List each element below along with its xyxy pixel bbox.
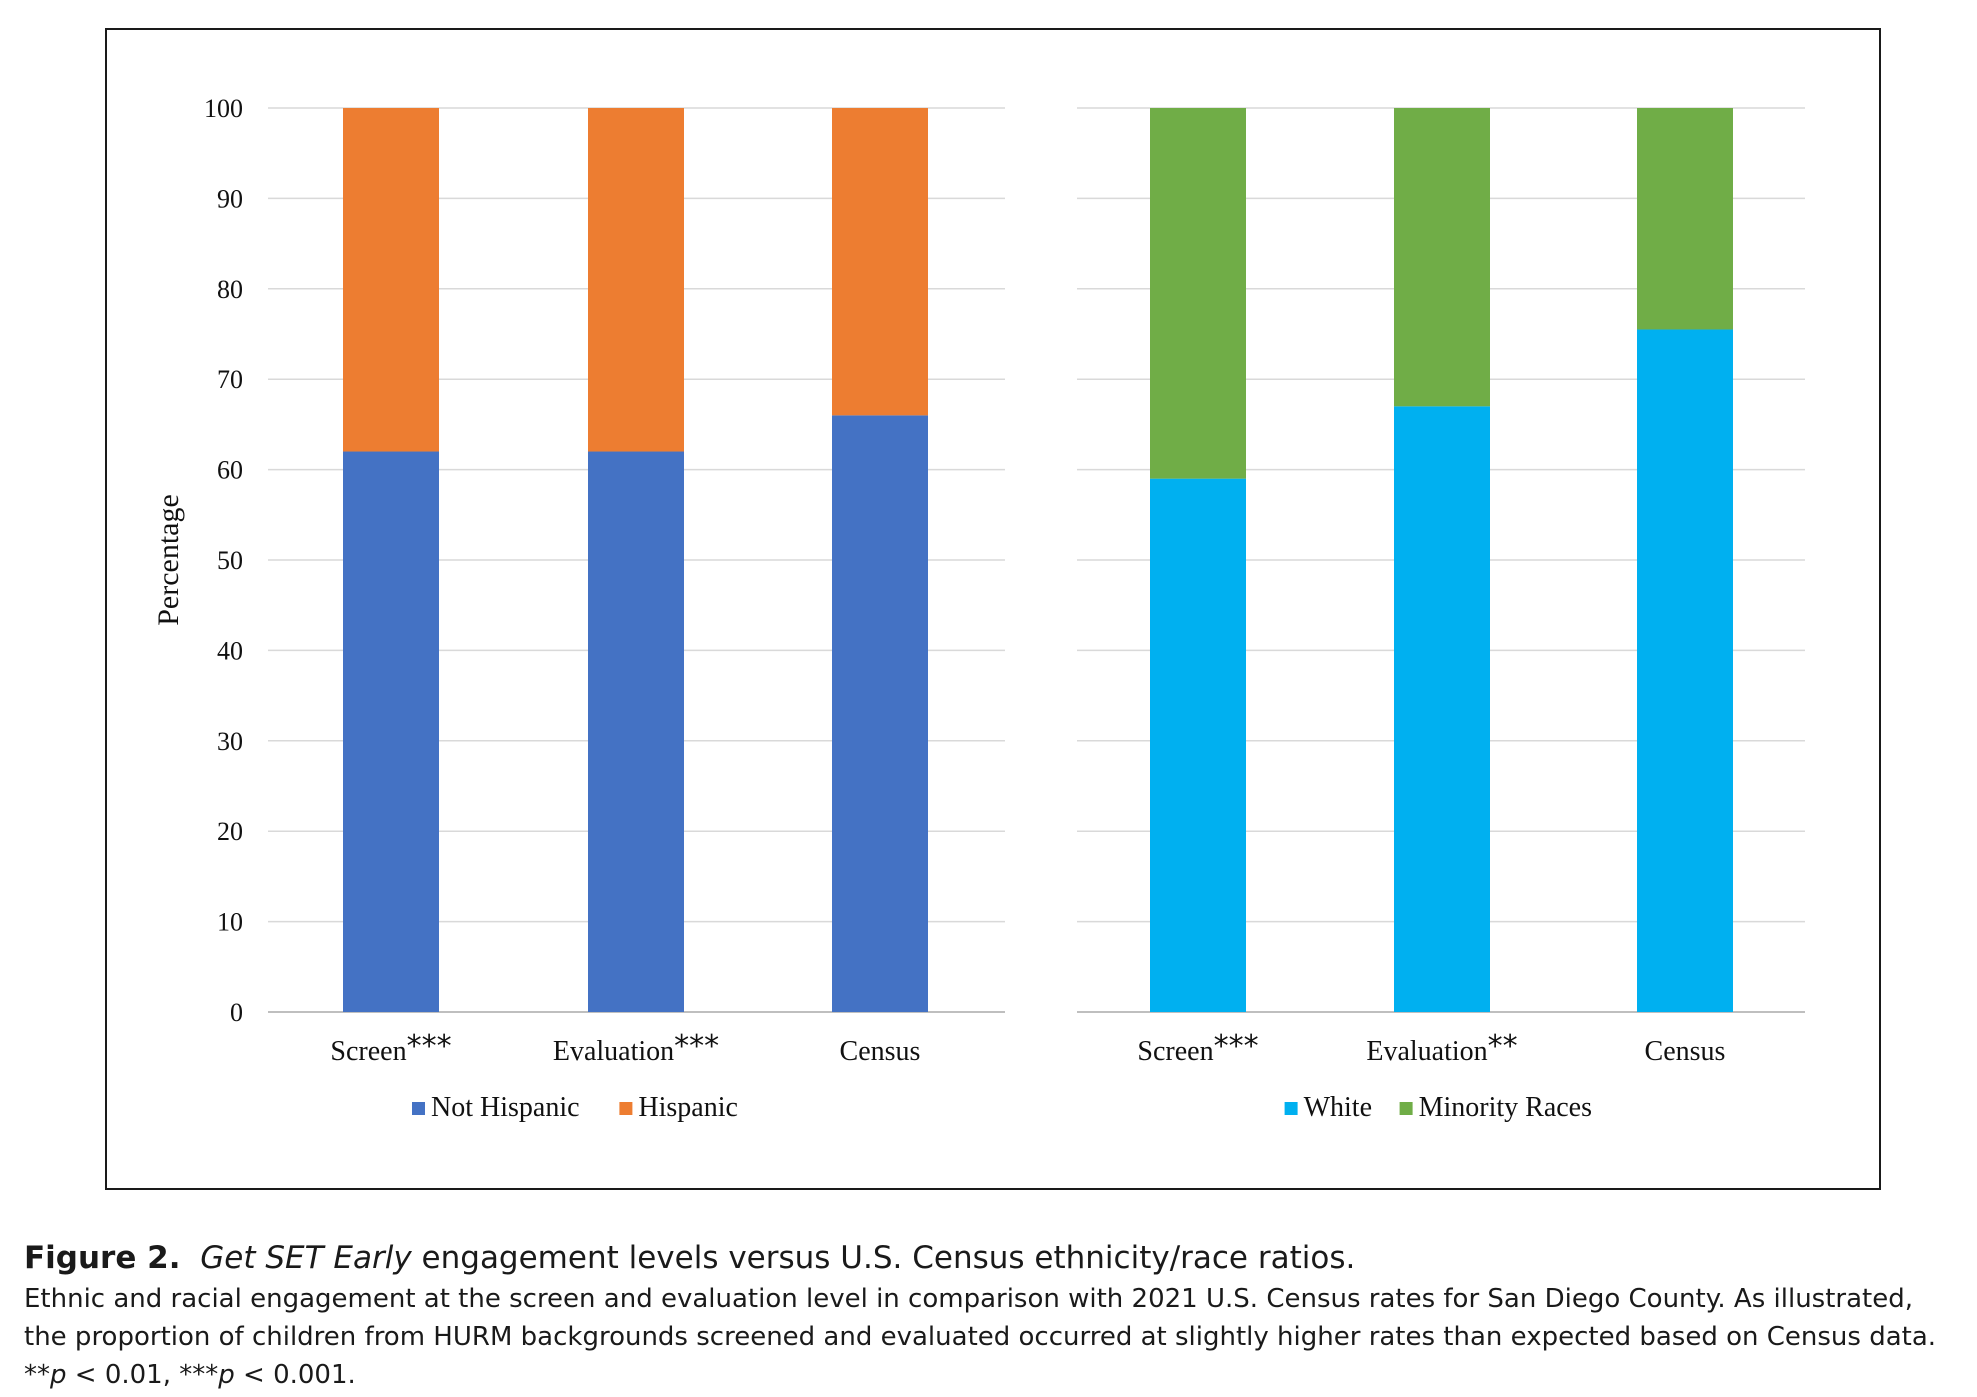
x-tick-label: Census — [840, 1036, 921, 1067]
y-tick-label: 100 — [204, 94, 243, 123]
significance-marker: *** — [674, 1029, 719, 1064]
note-2-rest: < 0.001. — [234, 1360, 356, 1390]
significance-marker: *** — [407, 1029, 452, 1064]
caption-title-rest: engagement levels versus U.S. Census eth… — [411, 1240, 1356, 1276]
significance-marker: *** — [1214, 1029, 1259, 1064]
legend-label: Minority Races — [1419, 1092, 1592, 1123]
x-tick-label: Census — [1645, 1036, 1726, 1067]
y-tick-label: 40 — [217, 636, 243, 665]
caption-significance-note: **p < 0.01, ***p < 0.001. — [24, 1356, 1959, 1394]
note-1-p: p — [50, 1360, 67, 1390]
y-axis-label: Percentage — [152, 494, 185, 626]
bar-hispanic-screen — [343, 108, 439, 452]
caption-body-text: Ethnic and racial engagement at the scre… — [24, 1284, 1937, 1352]
legend-label: Not Hispanic — [431, 1092, 580, 1123]
bar-minority-races-evaluation — [1394, 108, 1490, 407]
bar-hispanic-evaluation — [588, 108, 684, 452]
bar-not-hispanic-screen — [343, 451, 439, 1012]
legend-swatch-minority-races — [1399, 1102, 1413, 1115]
caption-body: Ethnic and racial engagement at the scre… — [24, 1280, 1959, 1356]
y-tick-label: 10 — [217, 908, 243, 937]
legend-label: White — [1304, 1092, 1372, 1123]
x-tick-label: Evaluation*** — [553, 1029, 719, 1067]
y-tick-label: 80 — [217, 275, 243, 304]
bar-minority-races-census — [1637, 108, 1733, 330]
note-1-stars: ** — [24, 1360, 50, 1390]
bar-hispanic-census — [832, 108, 928, 416]
legend-swatch-white — [1284, 1102, 1298, 1115]
x-tick-label: Evaluation** — [1366, 1029, 1517, 1067]
bar-not-hispanic-evaluation — [588, 451, 684, 1012]
y-tick-label: 50 — [217, 546, 243, 575]
y-tick-label: 70 — [217, 365, 243, 394]
bar-white-screen — [1150, 478, 1246, 1012]
bar-minority-races-screen — [1150, 108, 1246, 479]
bar-white-evaluation — [1394, 406, 1490, 1012]
category-name: Census — [1645, 1036, 1726, 1067]
x-tick-label: Screen*** — [330, 1029, 451, 1067]
category-name: Evaluation — [553, 1036, 674, 1067]
note-1-rest: < 0.01, — [66, 1360, 180, 1390]
category-name: Census — [840, 1036, 921, 1067]
caption-label: Figure 2. — [24, 1240, 181, 1276]
y-tick-label: 20 — [217, 817, 243, 846]
note-2-stars: *** — [179, 1360, 219, 1390]
caption-title-italic: Get SET Early — [200, 1240, 412, 1276]
legend-swatch-not-hispanic — [412, 1102, 425, 1115]
significance-marker: ** — [1488, 1029, 1518, 1064]
category-name: Screen — [1137, 1036, 1213, 1067]
y-tick-label: 90 — [217, 184, 243, 213]
figure-charts: 0102030405060708090100PercentageScreen**… — [152, 94, 1805, 1123]
legend-label: Hispanic — [638, 1092, 738, 1123]
bar-white-census — [1637, 329, 1733, 1013]
x-tick-label: Screen*** — [1137, 1029, 1258, 1067]
category-name: Evaluation — [1366, 1036, 1487, 1067]
legend-swatch-hispanic — [619, 1102, 633, 1115]
bar-not-hispanic-census — [832, 415, 928, 1012]
y-tick-label: 0 — [230, 998, 243, 1027]
note-2-p: p — [218, 1360, 235, 1390]
caption-title: Figure 2. Get SET Early engagement level… — [24, 1236, 1959, 1280]
y-tick-label: 30 — [217, 727, 243, 756]
category-name: Screen — [330, 1036, 406, 1067]
figure-caption: Figure 2. Get SET Early engagement level… — [24, 1236, 1959, 1394]
y-tick-label: 60 — [217, 456, 243, 485]
